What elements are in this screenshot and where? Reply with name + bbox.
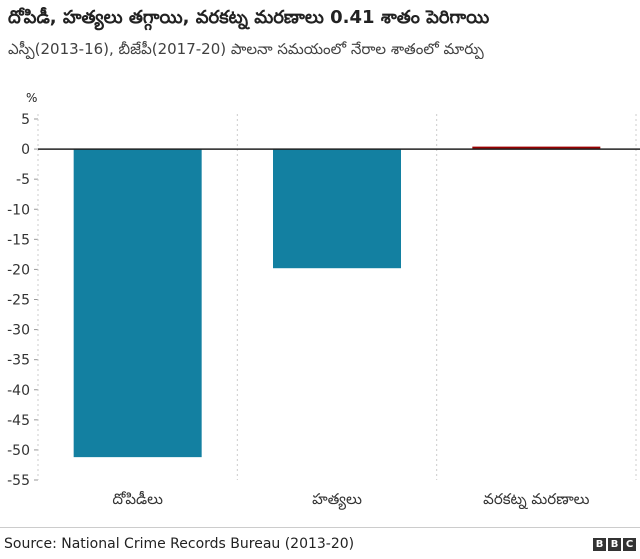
y-tick-label: -25 — [7, 293, 30, 309]
logo-letter: B — [593, 538, 606, 551]
y-tick-label: -30 — [7, 323, 30, 339]
y-tick-label: -45 — [7, 413, 30, 429]
y-axis-label: % — [26, 91, 37, 105]
logo-letter: C — [623, 538, 636, 551]
footer-divider — [0, 527, 640, 528]
y-tick-label: -15 — [7, 232, 30, 248]
y-tick-label: -40 — [7, 383, 30, 399]
chart-title: దోపిడీ, హత్యలు తగ్గాయి, వరకట్న మరణాలు 0.… — [8, 7, 490, 28]
y-tick-label: -55 — [7, 473, 30, 489]
logo-letter: B — [608, 538, 621, 551]
source-note: Source: National Crime Records Bureau (2… — [4, 536, 355, 552]
bbc-logo: B B C — [593, 538, 636, 551]
y-tick-label: -50 — [7, 443, 30, 459]
x-tick-label: దోపిడీలు — [112, 490, 163, 508]
y-tick-label: -5 — [16, 172, 30, 188]
bar-chart: % 5 0 -5 -10 -15 -20 -25 -30 -35 -40 -45 -50 -55 దోపిడ… — [7, 91, 640, 510]
chart-subtitle: ఎస్పీ(2013-16), బీజేపీ(2017-20) పాలనా సమ… — [8, 40, 484, 58]
y-tick-label: -35 — [7, 353, 30, 369]
y-tick-label: -10 — [7, 202, 30, 218]
x-tick-label: హత్యలు — [312, 490, 362, 510]
y-tick-label: 5 — [21, 112, 30, 128]
y-tick-label: 0 — [21, 142, 30, 158]
bar — [273, 149, 401, 269]
x-tick-label: వరకట్న మరణాలు — [483, 490, 589, 510]
bar — [472, 146, 601, 150]
y-tick-label: -20 — [7, 262, 30, 278]
bar — [73, 149, 202, 458]
